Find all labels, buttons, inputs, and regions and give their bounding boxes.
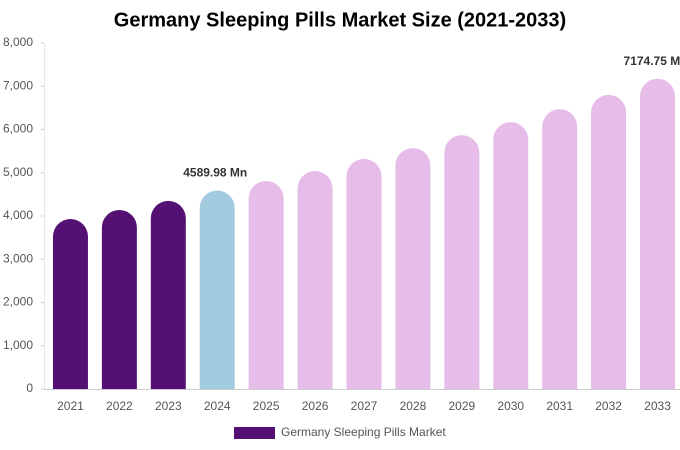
y-tick-label: 1,000: [3, 338, 33, 352]
value-label: 7174.75 Mn: [624, 54, 680, 68]
x-tick-label: 2024: [204, 399, 231, 413]
bar: [52, 219, 88, 389]
bar: [101, 209, 137, 389]
bar: [297, 171, 333, 389]
bar: [346, 158, 382, 389]
bar: [591, 94, 627, 390]
legend-label: Germany Sleeping Pills Market: [281, 425, 446, 439]
y-tick-label: 3,000: [3, 251, 33, 265]
x-tick-label: 2033: [644, 399, 671, 413]
x-tick-label: 2027: [351, 399, 378, 413]
bar: [150, 200, 186, 389]
x-tick-label: 2026: [302, 399, 329, 413]
bar: [542, 109, 578, 390]
x-tick-label: 2030: [497, 399, 524, 413]
y-tick-label: 6,000: [3, 122, 33, 136]
x-tick-label: 2021: [57, 399, 84, 413]
x-tick-label: 2028: [400, 399, 427, 413]
y-tick-label: 7,000: [3, 78, 33, 92]
legend-swatch: [234, 427, 275, 439]
x-tick-label: 2029: [448, 399, 475, 413]
y-tick-label: 2,000: [3, 295, 33, 309]
bar: [248, 180, 284, 389]
x-tick-label: 2032: [595, 399, 622, 413]
y-tick-label: 4,000: [3, 208, 33, 222]
bar: [640, 78, 676, 389]
bar: [395, 148, 431, 389]
bar: [444, 135, 480, 389]
value-label: 4589.98 Mn: [183, 166, 247, 180]
y-tick-label: 0: [26, 381, 33, 395]
bar: [493, 122, 529, 389]
x-tick-label: 2023: [155, 399, 182, 413]
bar: [199, 190, 235, 389]
x-tick-label: 2025: [253, 399, 280, 413]
y-tick-label: 5,000: [3, 165, 33, 179]
x-tick-label: 2031: [546, 399, 573, 413]
x-tick-label: 2022: [106, 399, 133, 413]
y-tick-label: 8,000: [3, 35, 33, 49]
chart-title: Germany Sleeping Pills Market Size (2021…: [114, 9, 566, 31]
